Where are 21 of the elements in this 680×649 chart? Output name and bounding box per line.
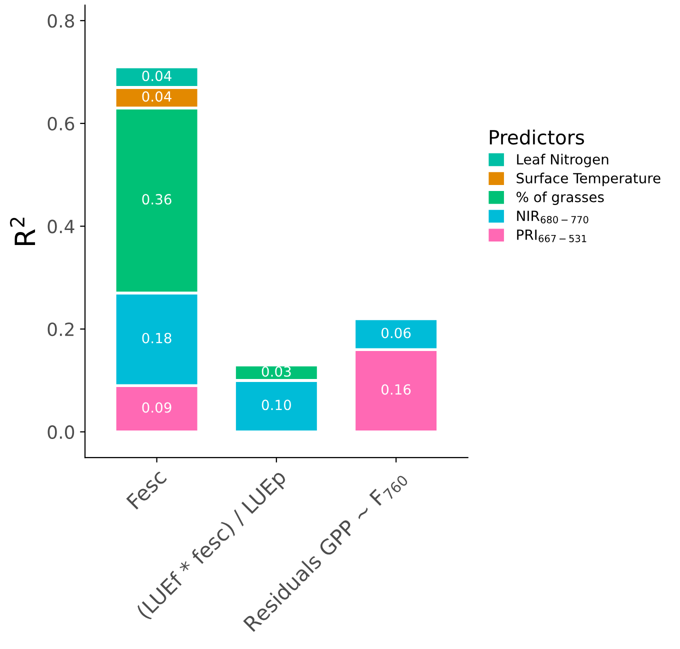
y-tick-label: 0.8 <box>48 14 74 28</box>
y-tick-label: 0.0 <box>48 425 74 439</box>
data-label: 0.18 <box>142 332 172 344</box>
data-label: 0.06 <box>382 328 411 338</box>
data-label: 0.03 <box>262 366 291 377</box>
legend-label: % of grasses <box>516 192 604 205</box>
y-tick-label: 0.6 <box>48 116 74 131</box>
legend-label: PRI$_{667−531}$ <box>517 230 586 242</box>
legend-title: Predictors <box>490 130 584 145</box>
legend-label: Surface Temperature <box>516 172 660 186</box>
data-label: 0.04 <box>142 91 172 102</box>
y-tick-label: 0.4 <box>48 220 74 234</box>
data-label: 0.16 <box>382 384 411 395</box>
data-label: 0.09 <box>142 402 172 413</box>
y-axis-title: R$^{2}$ <box>10 218 36 246</box>
legend-label: NIR$_{680−770}$ <box>517 210 588 224</box>
data-label: 0.36 <box>142 194 172 205</box>
data-label: 0.04 <box>142 70 172 82</box>
y-tick-label: 0.2 <box>48 322 74 336</box>
data-label: 0.10 <box>262 400 291 410</box>
legend-label: Leaf Nitrogen <box>517 154 608 168</box>
